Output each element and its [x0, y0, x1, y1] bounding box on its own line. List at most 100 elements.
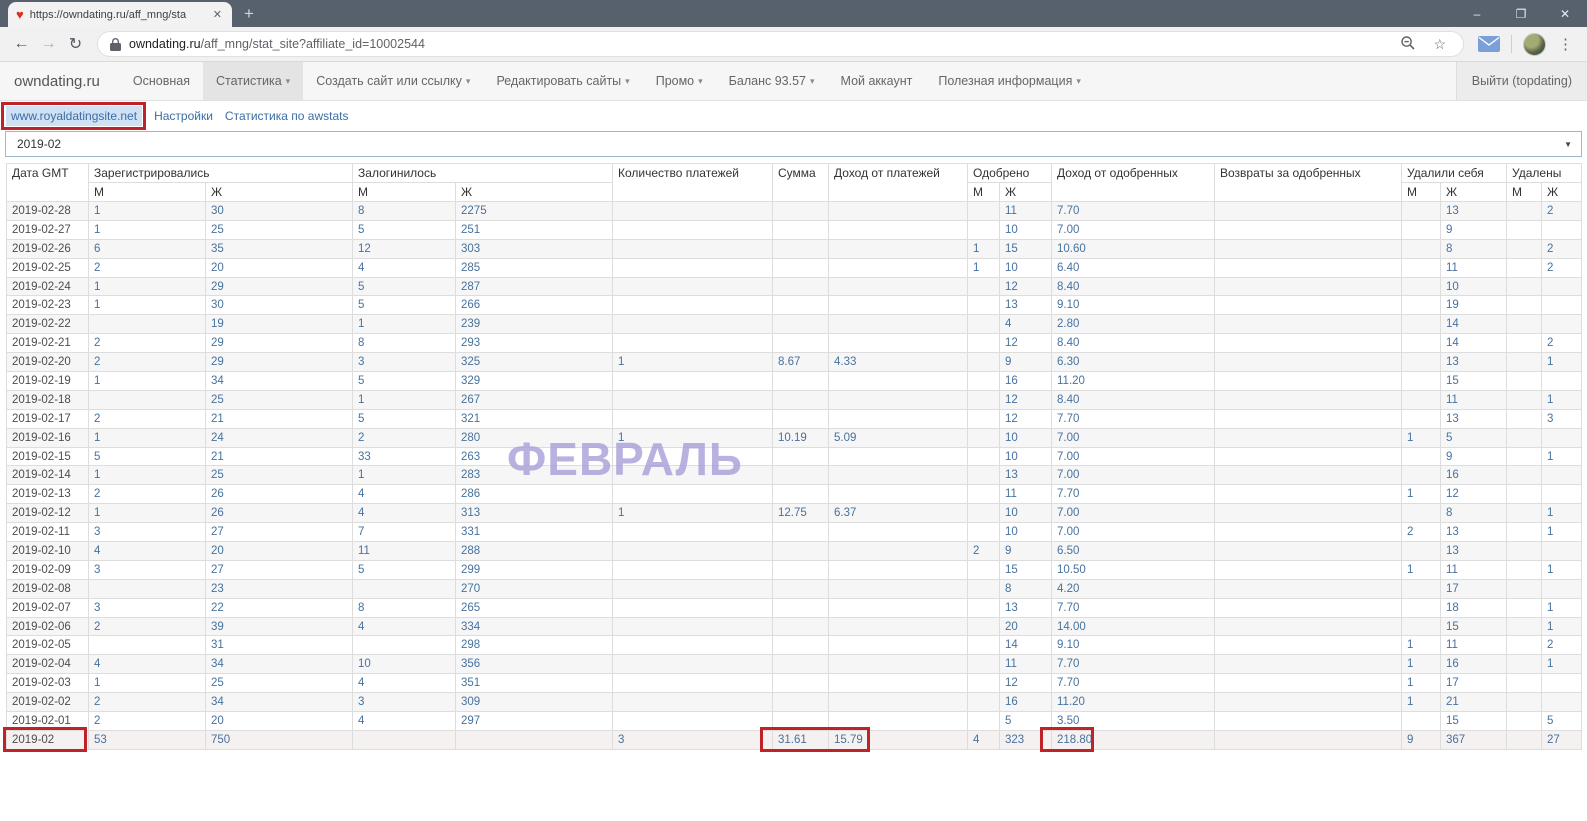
profile-avatar[interactable] — [1523, 32, 1546, 56]
table-row: 2019-02-15 5 21 33 263 10 7.00 9 1 — [6, 446, 1583, 467]
cell-value — [1506, 333, 1543, 354]
address-bar[interactable]: owndating.ru/aff_mng/stat_site?affiliate… — [97, 31, 1464, 57]
cell-value — [1541, 465, 1583, 486]
awstats-link[interactable]: Статистика по awstats — [224, 109, 349, 123]
cell-value — [1541, 541, 1583, 561]
cell-value — [828, 201, 969, 221]
cell-value: 1 — [88, 201, 206, 221]
settings-link[interactable]: Настройки — [154, 109, 213, 123]
table-row: 2019-02-18 25 1 267 12 8.40 11 1 — [6, 389, 1583, 410]
cell-value — [967, 711, 1001, 731]
cell-value: 9 — [1440, 446, 1508, 467]
cell-value: 11 — [1440, 389, 1508, 410]
browser-tab[interactable]: ♥ https://owndating.ru/aff_mng/sta ✕ — [8, 2, 232, 27]
cell-value: 1 — [352, 314, 457, 335]
logout-button[interactable]: Выйти (topdating) — [1455, 62, 1587, 100]
browser-menu-icon[interactable]: ⋮ — [1558, 36, 1573, 53]
cell-value — [612, 371, 774, 391]
cell-value: 1 — [88, 465, 206, 486]
cell-value — [772, 276, 830, 297]
cell-date: 2019-02-02 — [6, 692, 89, 713]
cell-value: 367 — [1440, 729, 1508, 751]
browser-toolbar: ← → ↻ owndating.ru/aff_mng/stat_site?aff… — [0, 27, 1587, 62]
nav-item-balance[interactable]: Баланс 93.57 — [716, 62, 828, 100]
cell-value — [1506, 597, 1543, 618]
cell-value: 5 — [1440, 427, 1508, 448]
cell-value: 263 — [455, 446, 614, 467]
cell-value — [612, 314, 774, 335]
cell-value — [612, 446, 774, 467]
cell-value: 8 — [352, 333, 457, 354]
cell-value — [612, 635, 774, 656]
cell-value — [1401, 352, 1442, 373]
cell-value: 2 — [88, 257, 206, 278]
cell-value: 2 — [88, 408, 206, 429]
nav-item-info[interactable]: Полезная информация — [925, 62, 1094, 100]
minimize-button[interactable]: – — [1473, 6, 1481, 21]
forward-button[interactable]: → — [40, 35, 57, 52]
restore-button[interactable]: ❐ — [1515, 6, 1527, 21]
cell-value — [828, 257, 969, 278]
cell-value — [967, 371, 1001, 391]
nav-item-edit-sites[interactable]: Редактировать сайты — [483, 62, 642, 100]
nav-item-promo[interactable]: Промо — [643, 62, 716, 100]
reload-button[interactable]: ↻ — [68, 36, 83, 53]
cell-value: 11 — [352, 541, 457, 561]
cell-value: 12.75 — [772, 503, 830, 524]
period-select[interactable]: 2019-02 ▼ — [5, 131, 1582, 157]
url-path: /aff_mng/stat_site?affiliate_id=10002544 — [200, 37, 425, 51]
nav-item-main[interactable]: Основная — [132, 74, 190, 88]
site-brand[interactable]: owndating.ru — [14, 72, 100, 90]
cell-value — [772, 201, 830, 221]
cell-value — [1214, 238, 1403, 259]
site-link[interactable]: www.royaldatingsite.net — [6, 106, 143, 126]
cell-value: 10.60 — [1051, 238, 1216, 259]
cell-value — [1401, 238, 1442, 259]
nav-item-statistics[interactable]: Статистика — [203, 62, 304, 100]
cell-value: 1 — [88, 427, 206, 448]
cell-value: 5 — [352, 295, 457, 316]
zoom-out-icon[interactable] — [1396, 35, 1420, 53]
cell-value — [967, 408, 1001, 429]
new-tab-button[interactable]: + — [244, 4, 254, 23]
cell-date: 2019-02-14 — [6, 465, 89, 486]
cell-value: 16 — [1440, 465, 1508, 486]
close-button[interactable]: ✕ — [1559, 6, 1571, 21]
mail-icon[interactable] — [1472, 36, 1506, 52]
cell-value — [612, 219, 774, 240]
nav-item-account[interactable]: Мой аккаунт — [840, 74, 913, 88]
cell-date: 2019-02-17 — [6, 408, 89, 429]
cell-value: 13 — [999, 465, 1053, 486]
cell-value — [828, 408, 969, 429]
cell-value — [828, 578, 969, 599]
bookmark-star-icon[interactable]: ☆ — [1433, 35, 1446, 52]
cell-value — [1214, 389, 1403, 410]
cell-value — [352, 578, 457, 599]
cell-value: 9 — [1440, 219, 1508, 240]
cell-value — [1214, 559, 1403, 580]
cell-value — [88, 635, 206, 656]
nav-item-create-site[interactable]: Создать сайт или ссылку — [303, 62, 483, 100]
cell-date: 2019-02-03 — [6, 673, 89, 694]
cell-value: 34 — [204, 654, 354, 675]
cell-value: 1 — [612, 503, 774, 524]
cell-value — [772, 711, 830, 731]
cell-value: 288 — [455, 541, 614, 561]
cell-date: 2019-02-23 — [6, 295, 89, 316]
cell-value — [828, 522, 969, 543]
cell-value: 53 — [88, 729, 206, 751]
cell-value — [1401, 219, 1442, 240]
tab-close-icon[interactable]: ✕ — [212, 9, 222, 21]
totals-row: 2019-02 53 750 3 31.61 15.79 4 323 218.80 9 367 27 — [6, 729, 1583, 751]
cell-value — [612, 578, 774, 599]
cell-value: 15 — [999, 559, 1053, 580]
cell-value: 280 — [455, 427, 614, 448]
cell-value — [1506, 673, 1543, 694]
cell-value — [828, 541, 969, 561]
cell-value: 7.70 — [1051, 408, 1216, 429]
cell-value — [1541, 673, 1583, 694]
cell-value: 8 — [352, 597, 457, 618]
back-button[interactable]: ← — [13, 35, 30, 52]
cell-value: 239 — [455, 314, 614, 335]
cell-value — [772, 635, 830, 656]
